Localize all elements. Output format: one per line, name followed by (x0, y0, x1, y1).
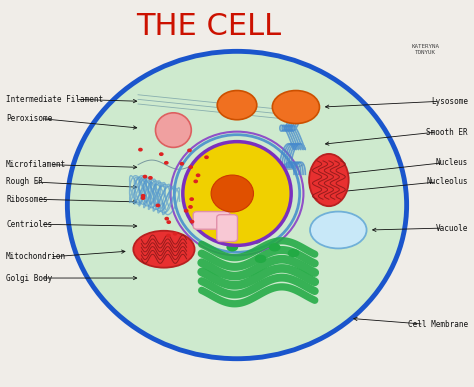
Ellipse shape (204, 155, 209, 159)
Text: Centrioles: Centrioles (6, 220, 52, 229)
Text: Lysosome: Lysosome (431, 97, 468, 106)
Text: Vacuole: Vacuole (436, 224, 468, 233)
Ellipse shape (159, 152, 164, 156)
Ellipse shape (273, 91, 319, 123)
Ellipse shape (188, 205, 193, 209)
Ellipse shape (227, 243, 238, 252)
Text: Ribosomes: Ribosomes (6, 195, 48, 204)
Ellipse shape (196, 173, 201, 177)
Ellipse shape (187, 149, 192, 152)
Ellipse shape (164, 217, 169, 221)
Ellipse shape (173, 232, 177, 236)
Ellipse shape (67, 51, 407, 359)
Ellipse shape (148, 176, 153, 180)
Text: Cell Membrane: Cell Membrane (408, 320, 468, 329)
Ellipse shape (183, 142, 291, 245)
Ellipse shape (188, 165, 193, 169)
Text: Smooth ER: Smooth ER (426, 128, 468, 137)
Ellipse shape (143, 175, 147, 178)
Text: Intermediate Filament: Intermediate Filament (6, 95, 103, 104)
Text: Golgi Body: Golgi Body (6, 274, 52, 283)
Ellipse shape (180, 162, 184, 166)
Ellipse shape (138, 148, 143, 152)
Ellipse shape (250, 235, 262, 244)
Ellipse shape (309, 154, 349, 206)
Ellipse shape (310, 212, 366, 248)
FancyBboxPatch shape (217, 215, 237, 241)
Ellipse shape (133, 231, 195, 268)
Text: Nucleus: Nucleus (436, 158, 468, 167)
Ellipse shape (288, 249, 300, 257)
Ellipse shape (269, 243, 281, 252)
Ellipse shape (255, 255, 266, 263)
Text: KATERYNA
TONYUK: KATERYNA TONYUK (411, 44, 439, 55)
Ellipse shape (189, 197, 194, 201)
Ellipse shape (166, 234, 171, 238)
Ellipse shape (141, 196, 146, 200)
FancyBboxPatch shape (193, 212, 230, 229)
Ellipse shape (193, 180, 198, 183)
Ellipse shape (141, 194, 146, 198)
Text: THE CELL: THE CELL (136, 12, 281, 41)
Text: Peroxisome: Peroxisome (6, 114, 52, 123)
Ellipse shape (164, 161, 169, 165)
Ellipse shape (190, 220, 194, 224)
Ellipse shape (166, 220, 171, 224)
Text: Mitochondrion: Mitochondrion (6, 252, 66, 261)
Ellipse shape (184, 209, 189, 213)
Text: Rough ER: Rough ER (6, 178, 43, 187)
Text: Nucleolus: Nucleolus (426, 178, 468, 187)
Ellipse shape (211, 175, 254, 212)
Text: Microfilament: Microfilament (6, 160, 66, 169)
Ellipse shape (155, 113, 191, 147)
Ellipse shape (217, 91, 257, 120)
Ellipse shape (155, 204, 160, 207)
